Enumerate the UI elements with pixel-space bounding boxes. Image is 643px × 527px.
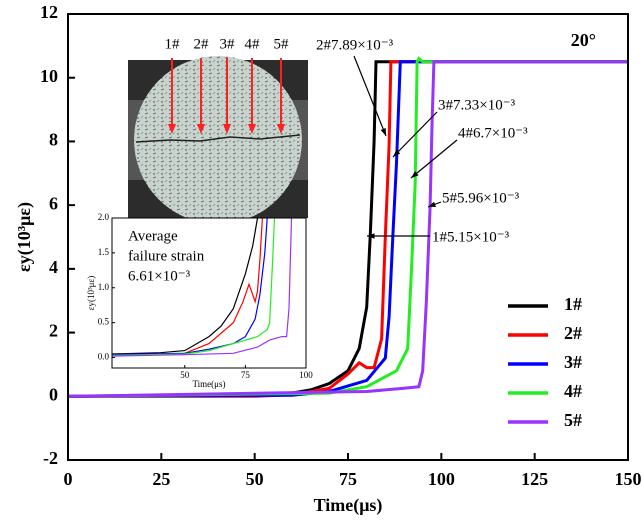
y-tick-label: 12 — [40, 2, 58, 22]
y-tick-label: 1.0 — [98, 282, 110, 292]
x-tick-label: 150 — [615, 469, 642, 489]
inset-note: Average — [128, 228, 178, 244]
y-tick-label: 10 — [40, 66, 58, 86]
gauge-label: 4# — [245, 36, 261, 52]
annotation: 2#7.89×10⁻³ — [316, 37, 394, 53]
x-tick-label: 125 — [521, 469, 548, 489]
x-tick-label: 100 — [428, 469, 455, 489]
gauge-label: 1# — [165, 36, 181, 52]
x-tick-label: 75 — [241, 370, 251, 380]
y-tick-label: 6 — [49, 193, 58, 213]
figure: 0 25 50 75 100 125 150 -2 0 2 4 6 8 10 12 Time(μs) εy(10… — [0, 0, 643, 527]
y-tick-label: 8 — [49, 130, 58, 150]
annotation: 4#6.7×10⁻³ — [458, 125, 528, 141]
legend-label: 1# — [564, 294, 582, 314]
y-tick-label: 0.5 — [98, 317, 110, 327]
gauge-label: 3# — [220, 36, 236, 52]
y-axis-title: εy(10³με) — [86, 276, 96, 311]
y-tick-label: 0 — [49, 384, 58, 404]
x-tick-label: 0 — [64, 469, 73, 489]
x-tick-label: 50 — [246, 469, 264, 489]
annotation: 3#7.33×10⁻³ — [438, 97, 516, 113]
panel-label: 20° — [571, 30, 596, 50]
x-tick-label: 50 — [180, 370, 190, 380]
y-tick-label: -2 — [43, 448, 58, 468]
legend-label: 3# — [564, 352, 582, 372]
y-tick-label: 0.0 — [98, 352, 110, 362]
inset-note: failure strain — [128, 248, 205, 264]
x-tick-label: 100 — [299, 370, 313, 380]
annotation: 1#5.15×10⁻³ — [432, 229, 510, 245]
y-axis-title: εy(10³με) — [14, 202, 35, 272]
annotation: 5#5.96×10⁻³ — [442, 190, 520, 206]
y-tick-label: 2 — [49, 321, 58, 341]
gauge-label: 5# — [274, 36, 290, 52]
legend-label: 5# — [564, 410, 582, 430]
x-axis-title: Time(μs) — [314, 495, 383, 516]
y-tick-label: 2.0 — [98, 212, 110, 222]
y-tick-label: 1.5 — [98, 247, 110, 257]
inset-note: 6.61×10⁻³ — [128, 268, 191, 284]
x-tick-label: 25 — [152, 469, 170, 489]
legend-label: 4# — [564, 381, 582, 401]
y-tick-label: 4 — [49, 257, 58, 277]
gauge-label: 2# — [194, 36, 210, 52]
x-tick-label: 75 — [339, 469, 357, 489]
x-axis-title: Time(μs) — [193, 379, 226, 389]
legend-label: 2# — [564, 323, 582, 343]
